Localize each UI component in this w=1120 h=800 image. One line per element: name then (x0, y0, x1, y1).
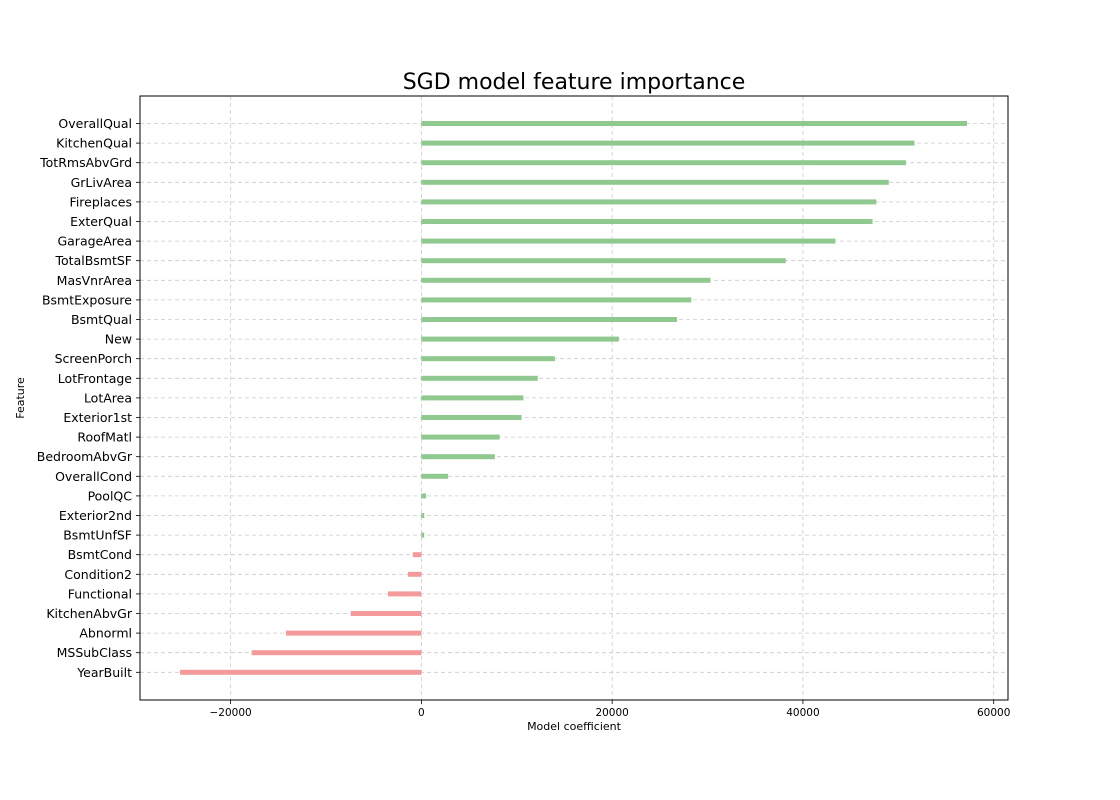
y-tick-label: PoolQC (88, 488, 133, 503)
y-tick-label: Fireplaces (70, 194, 132, 209)
bar-overallqual (421, 121, 967, 126)
y-tick-label: YearBuilt (76, 665, 132, 680)
bar-roofmatl (421, 434, 500, 440)
chart-title: SGD model feature importance (403, 70, 746, 95)
bar-exterior1st (421, 415, 522, 420)
bar-kitchenabvgr (350, 611, 422, 616)
bar-condition2 (408, 571, 422, 577)
y-tick-label: GarageArea (57, 234, 132, 249)
bar-bedroomabvgr (421, 454, 495, 460)
x-tick-label: 20000 (595, 707, 628, 719)
y-tick-label: MasVnrArea (57, 273, 132, 288)
bar-totalbsmtsf (421, 258, 786, 264)
bar-grlivarea (421, 179, 889, 185)
x-tick-label: 0 (418, 707, 425, 719)
bar-bsmtcond (412, 552, 422, 558)
bar-overallcond (421, 473, 449, 479)
y-tick-label: Exterior2nd (59, 508, 132, 523)
y-tick-label: MSSubClass (57, 645, 132, 660)
x-axis-ticks: −20000 0 20000 40000 60000 (210, 700, 1010, 719)
bars (180, 121, 967, 675)
bar-yearbuilt (180, 669, 422, 675)
bar-masvnrarea (421, 277, 711, 283)
y-axis-label: Feature (14, 377, 27, 419)
x-tick-label: 40000 (786, 707, 819, 719)
x-tick-label: −20000 (210, 707, 252, 719)
y-tick-label: New (105, 332, 132, 347)
y-tick-label: LotFrontage (58, 371, 133, 386)
bar-exterqual (421, 219, 873, 224)
y-tick-label: KitchenQual (56, 136, 132, 151)
bar-mssubclass (251, 650, 422, 656)
bar-abnorml (285, 630, 422, 636)
grid (140, 96, 1008, 700)
y-tick-label: Exterior1st (63, 410, 132, 425)
x-axis-label: Model coefficient (527, 720, 622, 733)
y-tick-label: Functional (68, 586, 132, 601)
y-axis-ticks: OverallQual KitchenQual TotRmsAbvGrd GrLivA… (37, 116, 140, 680)
y-tick-label: BsmtQual (71, 312, 132, 327)
bar-totrmsabvgrd (421, 160, 906, 166)
bar-exterior2nd (421, 513, 425, 518)
y-tick-label: ExterQual (70, 214, 132, 229)
y-tick-label: BsmtUnfSF (63, 528, 132, 543)
bar-bsmtunfsf (421, 532, 425, 538)
y-tick-label: TotalBsmtSF (55, 253, 132, 268)
y-tick-label: Condition2 (64, 567, 132, 582)
x-tick-label: 60000 (977, 707, 1010, 719)
y-tick-label: OverallCond (55, 469, 132, 484)
bar-kitchenqual (421, 140, 915, 146)
y-tick-label: LotArea (84, 390, 132, 405)
bar-garagearea (421, 238, 836, 244)
bar-poolqc (421, 493, 427, 499)
bar-fireplaces (421, 199, 877, 205)
bar-bsmtqual (421, 317, 678, 322)
y-tick-label: ScreenPorch (55, 351, 132, 366)
bar-lotfrontage (421, 375, 538, 381)
y-tick-label: BsmtCond (68, 547, 132, 562)
bar-new (421, 336, 619, 342)
bar-lotarea (421, 395, 524, 401)
y-tick-label: BedroomAbvGr (37, 449, 133, 464)
y-tick-label: RoofMatl (77, 430, 132, 445)
bar-functional (388, 591, 422, 597)
y-tick-label: OverallQual (58, 116, 132, 131)
y-tick-label: TotRmsAbvGrd (39, 155, 132, 170)
y-tick-label: KitchenAbvGr (46, 606, 133, 621)
bar-bsmtexposure (421, 297, 692, 303)
y-tick-label: Abnorml (79, 626, 132, 641)
y-tick-label: BsmtExposure (42, 292, 132, 307)
bar-screenporch (421, 356, 555, 362)
y-tick-label: GrLivArea (71, 175, 132, 190)
